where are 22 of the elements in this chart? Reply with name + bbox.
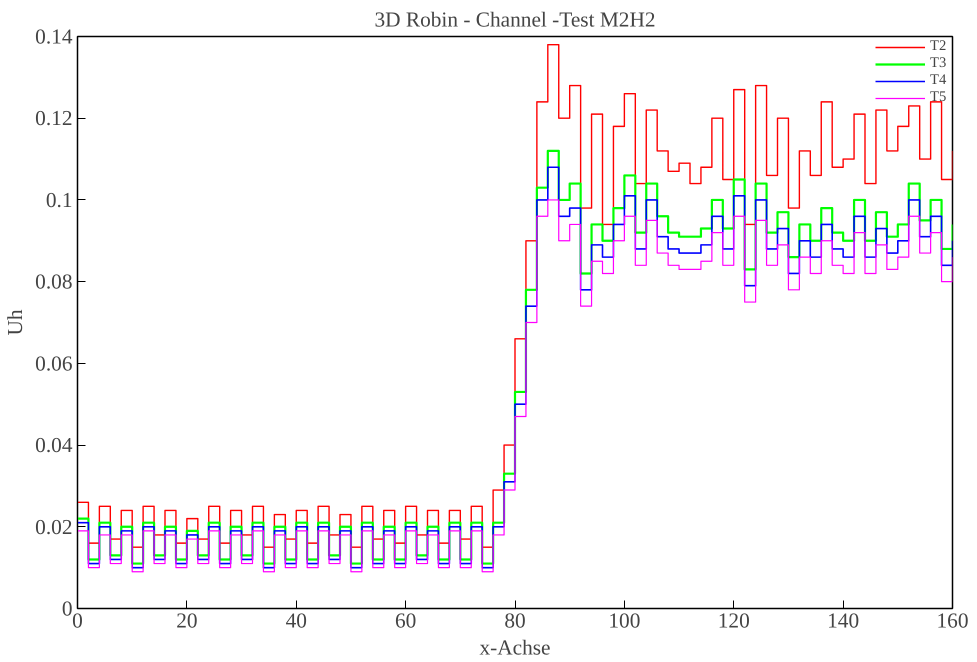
x-tick-label: 100 <box>608 608 640 632</box>
legend-label: T4 <box>930 72 948 89</box>
legend-label: T2 <box>930 38 948 55</box>
x-tick-label: 60 <box>394 608 416 632</box>
y-tick-label: 0.14 <box>35 24 73 48</box>
x-tick-label: 80 <box>504 608 526 632</box>
x-tick-label: 40 <box>286 608 307 632</box>
legend-label: T5 <box>930 89 948 106</box>
x-tick-label: 20 <box>176 608 198 632</box>
y-tick-label: 0.06 <box>35 351 73 376</box>
x-tick-label: 140 <box>827 608 860 632</box>
chart-title: 3D Robin - Channel -Test M2H2 <box>374 8 656 32</box>
y-tick-label: 0.04 <box>35 433 73 458</box>
y-tick-label: 0.1 <box>46 188 73 212</box>
legend-label: T3 <box>930 55 948 72</box>
x-tick-label: 120 <box>718 608 750 632</box>
x-axis-title: x-Achse <box>479 636 551 660</box>
x-tick-label: 160 <box>936 608 969 632</box>
y-axis-title: Uh <box>3 309 28 336</box>
y-tick-label: 0.08 <box>35 270 73 294</box>
y-tick-label: 0.12 <box>35 106 73 130</box>
y-tick-label: 0.02 <box>35 514 73 539</box>
